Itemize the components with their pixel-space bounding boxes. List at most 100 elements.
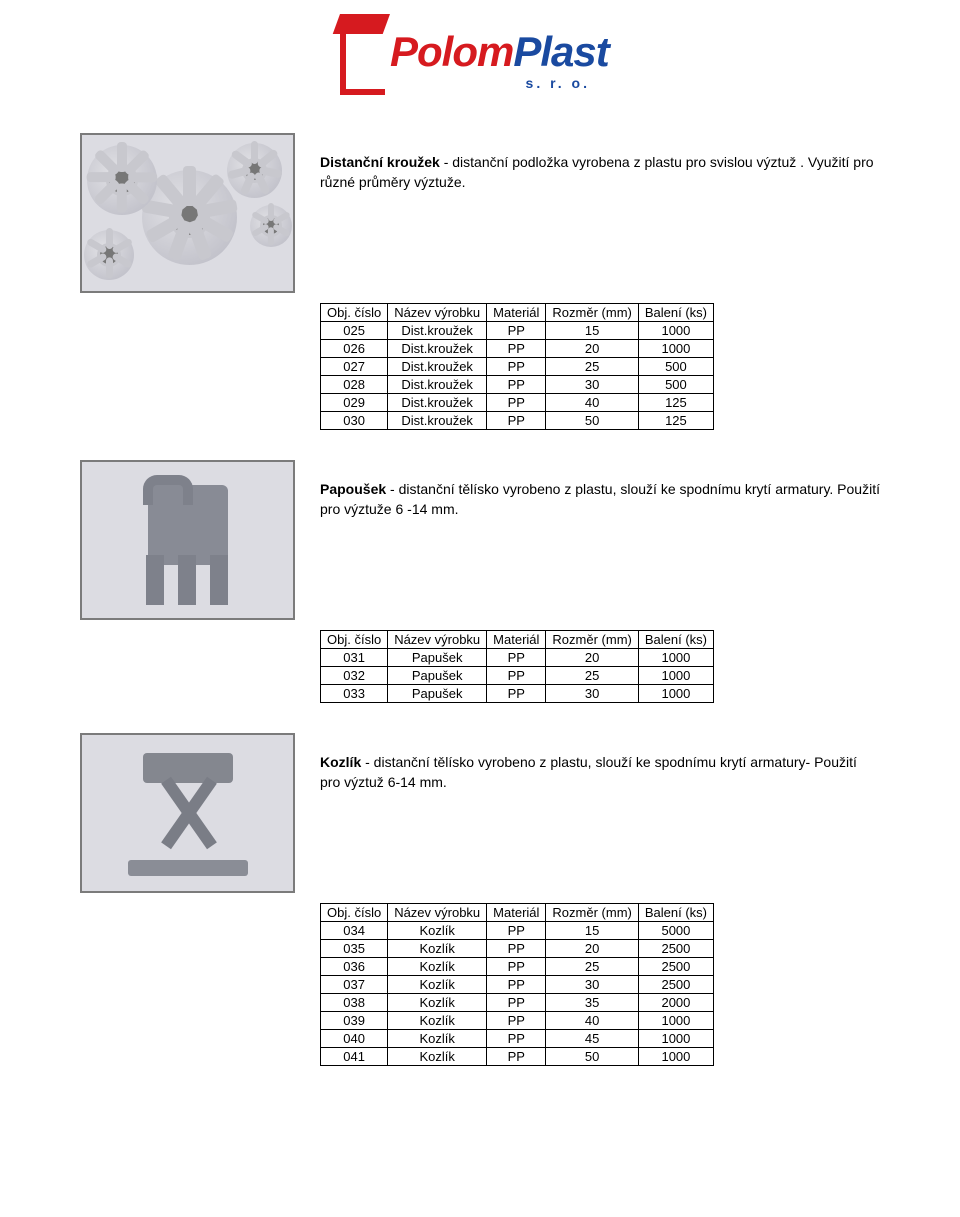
table-row: 028Dist.kroužekPP30500 [321, 376, 714, 394]
table-cell: Kozlík [388, 994, 487, 1012]
table-cell: 2500 [638, 958, 713, 976]
table-header-cell: Název výrobku [388, 904, 487, 922]
table-cell: Dist.kroužek [388, 340, 487, 358]
table-cell: 5000 [638, 922, 713, 940]
table-cell: 027 [321, 358, 388, 376]
table-cell: 20 [546, 940, 638, 958]
table-cell: 037 [321, 976, 388, 994]
desc-text-papousek: - distanční tělísko vyrobeno z plastu, s… [320, 481, 880, 517]
ring-cluster-illustration [82, 135, 293, 291]
table-cell: 1000 [638, 1030, 713, 1048]
logo-text-part2: Plast [513, 28, 608, 75]
table-cell: 2000 [638, 994, 713, 1012]
section-papousek: Papoušek - distanční tělísko vyrobeno z … [80, 460, 880, 620]
table-cell: 030 [321, 412, 388, 430]
table-cell: 032 [321, 667, 388, 685]
table-cell: 025 [321, 322, 388, 340]
table-cell: 038 [321, 994, 388, 1012]
table-cell: PP [487, 667, 546, 685]
table-cell: 25 [546, 358, 638, 376]
table-cell: Dist.kroužek [388, 322, 487, 340]
table-cell: 1000 [638, 322, 713, 340]
table-cell: Kozlík [388, 958, 487, 976]
table-cell: 033 [321, 685, 388, 703]
table-cell: 028 [321, 376, 388, 394]
table-row: 029Dist.kroužekPP40125 [321, 394, 714, 412]
table-cell: Kozlík [388, 940, 487, 958]
table-header-cell: Rozměr (mm) [546, 631, 638, 649]
table-row: 034KozlíkPP155000 [321, 922, 714, 940]
table-cell: PP [487, 322, 546, 340]
table-cell: 031 [321, 649, 388, 667]
company-logo: PolomPlast s. r. o. [340, 10, 620, 110]
table-cell: 15 [546, 322, 638, 340]
table-cell: Kozlík [388, 1030, 487, 1048]
table-cell: 029 [321, 394, 388, 412]
table-cell: Kozlík [388, 1012, 487, 1030]
table-cell: 034 [321, 922, 388, 940]
table-cell: 2500 [638, 940, 713, 958]
table-row: 035KozlíkPP202500 [321, 940, 714, 958]
title-papousek: Papoušek [320, 481, 386, 497]
table-row: 037KozlíkPP302500 [321, 976, 714, 994]
table-cell: 30 [546, 976, 638, 994]
table-cell: 25 [546, 667, 638, 685]
table-kozlik: Obj. čísloNázev výrobkuMateriálRozměr (m… [320, 903, 714, 1066]
table-header-cell: Balení (ks) [638, 304, 713, 322]
product-image-kozlik [80, 733, 295, 893]
table-cell: Papušek [388, 667, 487, 685]
table-cell: 2500 [638, 976, 713, 994]
logo-text-part1: Polom [390, 28, 513, 75]
table-cell: Dist.kroužek [388, 376, 487, 394]
table-cell: 035 [321, 940, 388, 958]
table-cell: 1000 [638, 1012, 713, 1030]
table-header-cell: Rozměr (mm) [546, 304, 638, 322]
table-row: 039KozlíkPP401000 [321, 1012, 714, 1030]
table-cell: 20 [546, 649, 638, 667]
table-cell: PP [487, 412, 546, 430]
table-cell: 40 [546, 1012, 638, 1030]
table-cell: 1000 [638, 649, 713, 667]
title-kozlik: Kozlík [320, 754, 361, 770]
table-cell: 036 [321, 958, 388, 976]
table-header-cell: Obj. číslo [321, 304, 388, 322]
table-cell: PP [487, 1012, 546, 1030]
table-wrap-papousek: Obj. čísloNázev výrobkuMateriálRozměr (m… [320, 630, 880, 703]
table-cell: PP [487, 1030, 546, 1048]
section-kozlik: Kozlík - distanční tělísko vyrobeno z pl… [80, 733, 880, 893]
table-cell: 500 [638, 358, 713, 376]
table-row: 033PapušekPP301000 [321, 685, 714, 703]
table-cell: 040 [321, 1030, 388, 1048]
table-cell: 40 [546, 394, 638, 412]
table-header-cell: Balení (ks) [638, 904, 713, 922]
table-header-cell: Materiál [487, 631, 546, 649]
table-wrap-kozlik: Obj. čísloNázev výrobkuMateriálRozměr (m… [320, 903, 880, 1066]
table-cell: 25 [546, 958, 638, 976]
table-row: 040KozlíkPP451000 [321, 1030, 714, 1048]
table-row: 027Dist.kroužekPP25500 [321, 358, 714, 376]
table-cell: 50 [546, 412, 638, 430]
logo-text: PolomPlast [390, 28, 609, 76]
title-krouzek: Distanční kroužek [320, 154, 440, 170]
table-row: 038KozlíkPP352000 [321, 994, 714, 1012]
table-cell: Dist.kroužek [388, 358, 487, 376]
logo-red-bar [340, 20, 385, 95]
table-cell: PP [487, 685, 546, 703]
table-cell: Dist.kroužek [388, 394, 487, 412]
table-cell: 30 [546, 376, 638, 394]
kozlik-illustration [118, 748, 258, 878]
table-cell: PP [487, 376, 546, 394]
table-cell: 1000 [638, 685, 713, 703]
table-header-cell: Název výrobku [388, 631, 487, 649]
table-cell: 15 [546, 922, 638, 940]
table-cell: 1000 [638, 340, 713, 358]
product-image-papousek [80, 460, 295, 620]
table-row: 036KozlíkPP252500 [321, 958, 714, 976]
table-cell: PP [487, 649, 546, 667]
papousek-illustration [128, 475, 248, 605]
logo-subtext: s. r. o. [526, 75, 590, 91]
product-image-krouzek [80, 133, 295, 293]
table-cell: 500 [638, 376, 713, 394]
table-papousek: Obj. čísloNázev výrobkuMateriálRozměr (m… [320, 630, 714, 703]
table-cell: Dist.kroužek [388, 412, 487, 430]
